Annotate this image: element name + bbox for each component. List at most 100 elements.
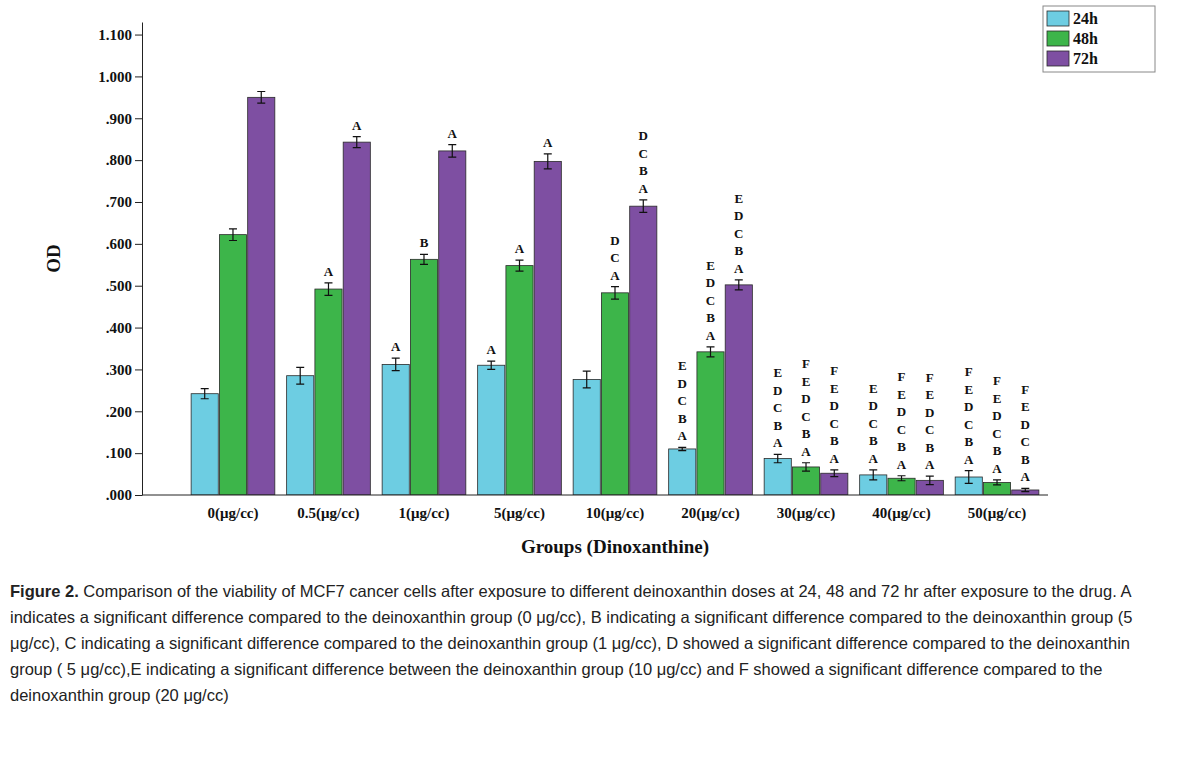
significance-letter: A bbox=[830, 451, 840, 466]
legend-frame bbox=[1043, 6, 1155, 72]
significance-letter: A bbox=[448, 126, 458, 141]
significance-letter: B bbox=[869, 433, 878, 448]
significance-letter: C bbox=[925, 422, 934, 437]
error-bar bbox=[965, 471, 973, 484]
significance-letter: F bbox=[993, 373, 1001, 388]
error-bar bbox=[707, 347, 715, 357]
error-bar bbox=[802, 463, 810, 471]
bar bbox=[573, 379, 600, 495]
significance-letter: C bbox=[992, 426, 1001, 441]
y-tick-label: .400 bbox=[106, 320, 132, 336]
x-tick: 40(μg/cc) bbox=[872, 505, 930, 522]
x-tick-label: 5(μg/cc) bbox=[494, 505, 545, 522]
significance-letter: C bbox=[706, 293, 715, 308]
error-bar bbox=[830, 470, 838, 477]
y-axis-line bbox=[142, 23, 143, 496]
significance-letter: A bbox=[773, 435, 783, 450]
significance-letter: D bbox=[964, 399, 973, 414]
significance-letter: D bbox=[830, 398, 839, 413]
significance-letter: E bbox=[869, 381, 878, 396]
significance-letter: C bbox=[610, 250, 619, 265]
significance-letter: E bbox=[773, 365, 782, 380]
significance-letter: D bbox=[706, 275, 715, 290]
significance-letter: A bbox=[678, 428, 688, 443]
legend-swatch bbox=[1047, 31, 1069, 46]
significance-letter: F bbox=[830, 363, 838, 378]
y-tick-mark bbox=[135, 286, 142, 287]
significance-letter: C bbox=[773, 400, 782, 415]
bar bbox=[248, 97, 275, 495]
significance-letter: E bbox=[993, 391, 1002, 406]
significance-letter: A bbox=[734, 261, 744, 276]
significance-letter: D bbox=[801, 391, 810, 406]
x-tick: 0.5(μg/cc) bbox=[297, 505, 359, 522]
y-tick-mark bbox=[135, 160, 142, 161]
caption-label: Figure 2. bbox=[10, 582, 79, 600]
error-bar bbox=[448, 145, 456, 158]
y-axis: .000.100.200.300.400.500.600.700.800.900… bbox=[98, 23, 142, 504]
y-tick: 1.100 bbox=[98, 27, 142, 43]
error-bar bbox=[583, 371, 591, 388]
y-tick-mark bbox=[135, 118, 142, 119]
y-tick: .500 bbox=[106, 278, 142, 294]
significance-letter: B bbox=[830, 433, 839, 448]
y-tick-mark bbox=[135, 244, 142, 245]
error-bar bbox=[774, 454, 782, 462]
significance-letter: C bbox=[801, 409, 810, 424]
significance-letter: E bbox=[802, 374, 811, 389]
significance-letter: D bbox=[869, 398, 878, 413]
bar bbox=[478, 365, 505, 495]
significance-letter: F bbox=[898, 369, 906, 384]
error-bar bbox=[420, 254, 428, 264]
significance-letters: AAEDCBAEDCBAEDCBAFEDCBAABADCAEDCBAFEDCBA… bbox=[324, 118, 1031, 485]
bar bbox=[315, 289, 342, 495]
error-bar bbox=[735, 280, 743, 290]
y-tick-mark bbox=[135, 369, 142, 370]
significance-letter: F bbox=[926, 370, 934, 385]
significance-letter: C bbox=[897, 422, 906, 437]
y-tick-label: .900 bbox=[106, 111, 132, 127]
legend-label: 72h bbox=[1073, 50, 1098, 67]
y-tick: .000 bbox=[106, 487, 142, 503]
x-tick: 0(μg/cc) bbox=[207, 505, 258, 522]
significance-letter: A bbox=[925, 457, 935, 472]
significance-letter: D bbox=[678, 376, 687, 391]
significance-letter: A bbox=[992, 461, 1002, 476]
y-tick-mark bbox=[135, 328, 142, 329]
x-tick-label: 50(μg/cc) bbox=[968, 505, 1026, 522]
significance-letter: A bbox=[543, 135, 553, 150]
significance-letter: D bbox=[925, 405, 934, 420]
y-tick: .300 bbox=[106, 362, 142, 378]
significance-letter: C bbox=[830, 416, 839, 431]
significance-letter: E bbox=[1021, 399, 1030, 414]
significance-letter: A bbox=[610, 268, 620, 283]
significance-letter: F bbox=[802, 356, 810, 371]
chart: AAEDCBAEDCBAEDCBAFEDCBAABADCAEDCBAFEDCBA… bbox=[0, 0, 1185, 565]
significance-letter: B bbox=[420, 235, 429, 250]
x-axis: 0(μg/cc)0.5(μg/cc)1(μg/cc)5(μg/cc)10(μg/… bbox=[142, 495, 1048, 522]
x-tick: 5(μg/cc) bbox=[494, 505, 545, 522]
y-tick-label: .000 bbox=[106, 487, 132, 503]
significance-letter: B bbox=[773, 418, 782, 433]
x-tick-label: 0(μg/cc) bbox=[207, 505, 258, 522]
significance-letter: A bbox=[897, 457, 907, 472]
significance-letter: A bbox=[1021, 469, 1031, 484]
significance-letter: A bbox=[391, 339, 401, 354]
bar bbox=[534, 161, 561, 495]
error-bar bbox=[639, 200, 647, 213]
bar bbox=[439, 151, 466, 495]
x-axis-line bbox=[142, 495, 1048, 496]
y-tick-label: 1.000 bbox=[98, 69, 132, 85]
x-tick: 10(μg/cc) bbox=[586, 505, 644, 522]
series-bars bbox=[248, 97, 1039, 495]
bar bbox=[725, 285, 752, 495]
significance-letter: D bbox=[734, 208, 743, 223]
error-bar bbox=[544, 154, 552, 169]
significance-letter: C bbox=[869, 416, 878, 431]
significance-letter: E bbox=[706, 258, 715, 273]
significance-letter: C bbox=[734, 226, 743, 241]
bar bbox=[287, 376, 314, 495]
error-bar bbox=[296, 367, 304, 384]
caption: Figure 2. Comparison of the viability of… bbox=[10, 578, 1175, 708]
series-bars bbox=[219, 235, 1010, 495]
